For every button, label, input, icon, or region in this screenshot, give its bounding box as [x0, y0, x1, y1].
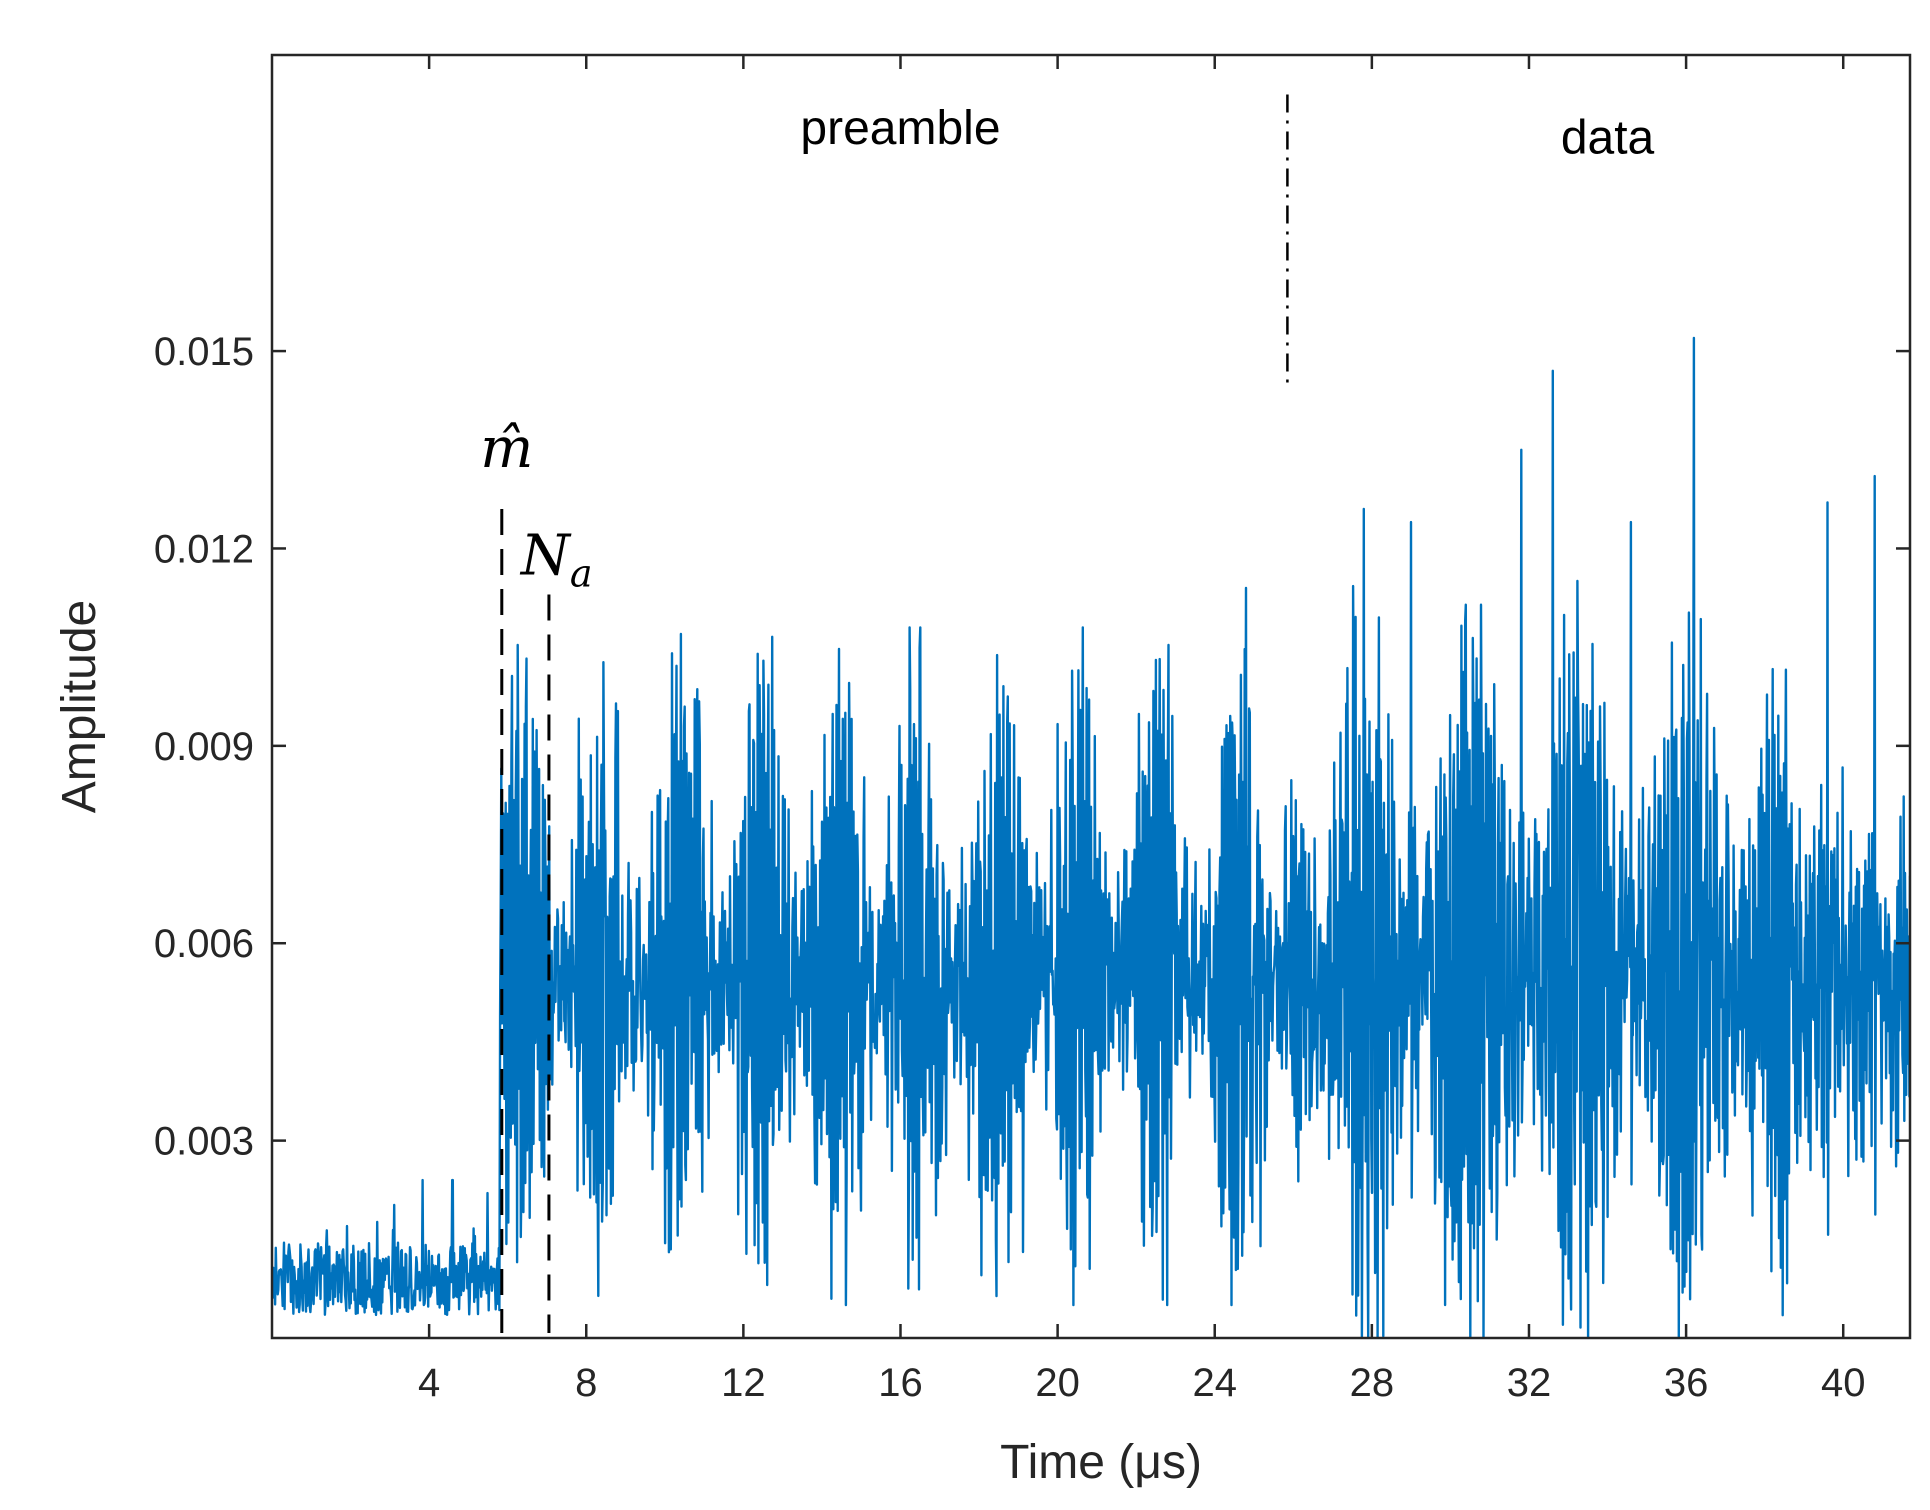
x-tick-label: 32: [1507, 1361, 1552, 1405]
signal-line: [272, 336, 1910, 1338]
x-tick-label: 36: [1664, 1361, 1709, 1405]
x-tick-label: 12: [721, 1361, 766, 1405]
n-a-label: Na: [519, 524, 593, 596]
axes: 4 8 12 16 20 24 28 32 36 40 0.003 0.006 0.009 0.012 0.…: [53, 53, 1912, 1489]
plot-area: [272, 336, 1910, 1338]
y-tick-label: 0.009: [154, 725, 254, 769]
x-axis-title: Time (μs): [1000, 1436, 1202, 1489]
x-tick-label: 24: [1192, 1361, 1237, 1405]
annotations: m̂ Na preamble data: [480, 94, 1655, 1333]
x-tick-label: 4: [418, 1361, 440, 1405]
n-a-main: N: [519, 524, 572, 589]
y-tick-label: 0.003: [154, 1120, 254, 1164]
x-tick-label: 28: [1350, 1361, 1395, 1405]
y-tick-label: 0.012: [154, 527, 254, 571]
x-tick-label: 16: [878, 1361, 923, 1405]
x-tick-label: 40: [1821, 1361, 1866, 1405]
preamble-label: preamble: [800, 102, 1000, 155]
y-axis-title: Amplitude: [53, 600, 106, 813]
x-tick-label: 20: [1035, 1361, 1080, 1405]
n-a-subscript: a: [570, 552, 593, 596]
x-tick-label: 8: [575, 1361, 597, 1405]
y-tick-label: 0.015: [154, 330, 254, 374]
plot-frame: [270, 53, 1912, 1340]
y-tick-label: 0.006: [154, 922, 254, 966]
data-label: data: [1561, 112, 1655, 165]
m-hat-label: m̂: [480, 416, 533, 481]
